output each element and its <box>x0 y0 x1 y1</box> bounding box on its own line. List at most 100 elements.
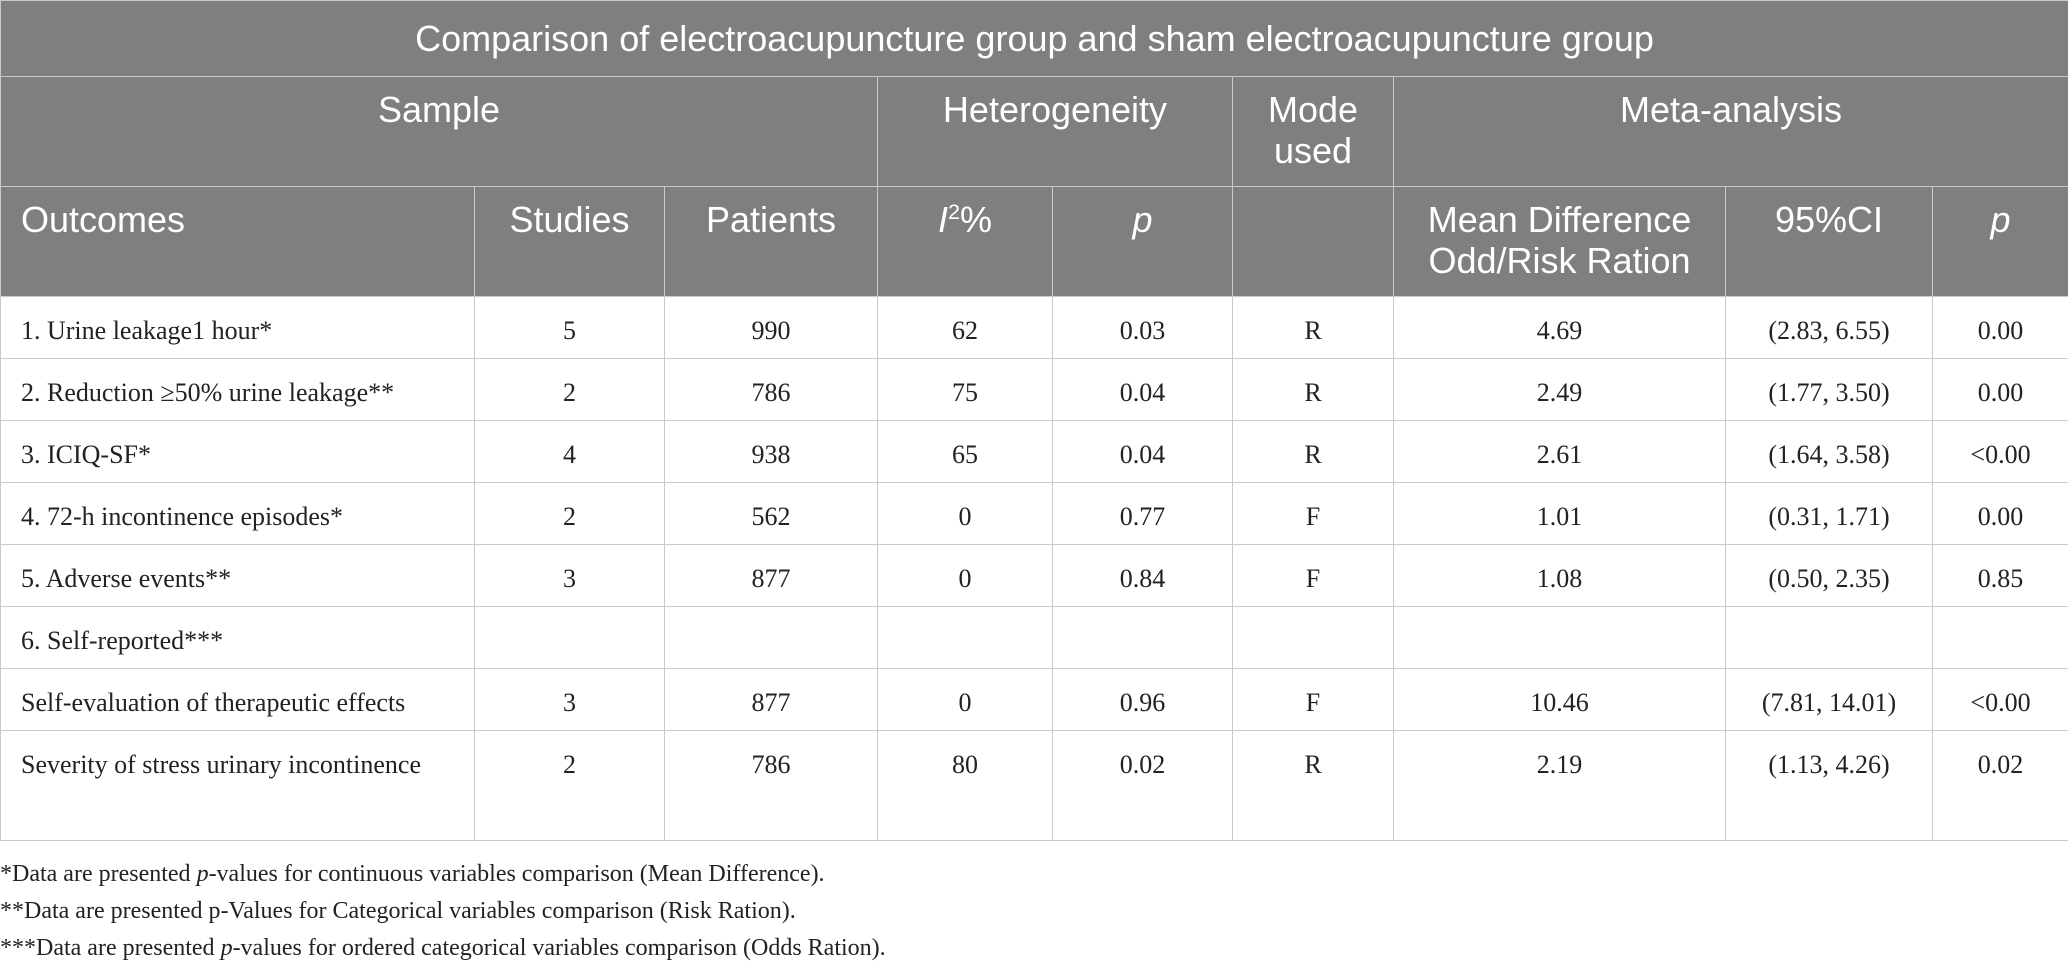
cell-patients: 877 <box>664 544 878 607</box>
cell-outcome: 2. Reduction ≥50% urine leakage** <box>0 358 475 421</box>
cell-i2: 0 <box>877 544 1053 607</box>
cell-het-p <box>1052 606 1233 669</box>
footnote-1-suffix: -values for continuous variables compari… <box>208 861 825 887</box>
table-row: 2. Reduction ≥50% urine leakage** 2 786 … <box>0 358 2068 421</box>
cell-effect: 1.08 <box>1393 544 1726 607</box>
cell-outcome: Self-evaluation of therapeutic effects <box>0 668 475 731</box>
col-header-meta-p: p <box>1932 186 2068 297</box>
cell-i2: 0 <box>877 482 1053 545</box>
cell-studies: 5 <box>474 296 665 359</box>
cell-mode: R <box>1232 420 1394 483</box>
cell-ci: (7.81, 14.01) <box>1725 668 1933 731</box>
cell-mode: F <box>1232 544 1394 607</box>
cell-effect: 4.69 <box>1393 296 1726 359</box>
cell-ci: (1.77, 3.50) <box>1725 358 1933 421</box>
cell-studies: 2 <box>474 730 665 841</box>
cell-effect: 10.46 <box>1393 668 1726 731</box>
cell-ci: (0.31, 1.71) <box>1725 482 1933 545</box>
cell-patients: 938 <box>664 420 878 483</box>
effect-line-2: Odd/Risk Ration <box>1428 240 1691 281</box>
cell-ci: (1.64, 3.58) <box>1725 420 1933 483</box>
cell-mode: R <box>1232 296 1394 359</box>
cell-outcome: 3. ICIQ-SF* <box>0 420 475 483</box>
cell-mode: F <box>1232 482 1394 545</box>
footnote-1-prefix: *Data are presented <box>0 861 197 887</box>
footnotes: *Data are presented p-values for continu… <box>0 856 886 967</box>
cell-effect: 2.61 <box>1393 420 1726 483</box>
cell-i2: 0 <box>877 668 1053 731</box>
group-header-mode-used: Mode used <box>1232 76 1394 187</box>
col-header-effect-size: Mean Difference Odd/Risk Ration <box>1393 186 1726 297</box>
cell-mode <box>1232 606 1394 669</box>
table-row: Self-evaluation of therapeutic effects 3… <box>0 668 2068 731</box>
effect-line-1: Mean Difference <box>1427 199 1692 240</box>
cell-het-p: 0.02 <box>1052 730 1233 841</box>
table-title: Comparison of electroacupuncture group a… <box>0 0 2068 77</box>
col-header-patients: Patients <box>664 186 878 297</box>
col-header-mode <box>1232 186 1394 297</box>
cell-studies: 3 <box>474 668 665 731</box>
cell-studies: 2 <box>474 358 665 421</box>
cell-effect: 1.01 <box>1393 482 1726 545</box>
cell-p <box>1932 606 2068 669</box>
cell-i2: 75 <box>877 358 1053 421</box>
cell-outcome: Severity of stress urinary incontinence <box>0 730 475 841</box>
cell-outcome: 6. Self-reported*** <box>0 606 475 669</box>
cell-ci: (1.13, 4.26) <box>1725 730 1933 841</box>
col-header-outcomes: Outcomes <box>0 186 475 297</box>
i2-percent: % <box>960 199 993 240</box>
cell-i2: 65 <box>877 420 1053 483</box>
table-row: 4. 72-h incontinence episodes* 2 562 0 0… <box>0 482 2068 545</box>
cell-effect: 2.19 <box>1393 730 1726 841</box>
group-header-meta-analysis: Meta-analysis <box>1393 76 2068 187</box>
table-row: 3. ICIQ-SF* 4 938 65 0.04 R 2.61 (1.64, … <box>0 420 2068 483</box>
cell-patients: 877 <box>664 668 878 731</box>
cell-het-p: 0.04 <box>1052 358 1233 421</box>
footnote-3-p: p <box>220 935 233 961</box>
cell-het-p: 0.96 <box>1052 668 1233 731</box>
col-header-i2: I2% <box>877 186 1053 297</box>
cell-effect <box>1393 606 1726 669</box>
col-header-heterogeneity-p: p <box>1052 186 1233 297</box>
cell-studies: 4 <box>474 420 665 483</box>
group-header-heterogeneity: Heterogeneity <box>877 76 1233 187</box>
cell-patients: 990 <box>664 296 878 359</box>
cell-p: 0.85 <box>1932 544 2068 607</box>
cell-studies: 3 <box>474 544 665 607</box>
cell-outcome: 5. Adverse events** <box>0 544 475 607</box>
footnote-1: *Data are presented p-values for continu… <box>0 856 886 893</box>
cell-patients <box>664 606 878 669</box>
cell-patients: 786 <box>664 358 878 421</box>
cell-mode: R <box>1232 358 1394 421</box>
cell-i2: 80 <box>877 730 1053 841</box>
cell-i2: 62 <box>877 296 1053 359</box>
mode-used-line-2: used <box>1273 130 1353 171</box>
cell-p: 0.02 <box>1932 730 2068 841</box>
cell-het-p: 0.77 <box>1052 482 1233 545</box>
cell-p: 0.00 <box>1932 482 2068 545</box>
table-row: 5. Adverse events** 3 877 0 0.84 F 1.08 … <box>0 544 2068 607</box>
cell-ci: (2.83, 6.55) <box>1725 296 1933 359</box>
table-row: 6. Self-reported*** <box>0 606 2068 669</box>
footnote-3-suffix: -values for ordered categorical variable… <box>232 935 886 961</box>
cell-i2 <box>877 606 1053 669</box>
cell-patients: 562 <box>664 482 878 545</box>
i2-superscript: 2 <box>947 199 960 224</box>
cell-mode: F <box>1232 668 1394 731</box>
cell-studies: 2 <box>474 482 665 545</box>
footnote-2: **Data are presented p-Values for Catego… <box>0 898 796 924</box>
cell-het-p: 0.04 <box>1052 420 1233 483</box>
footnote-1-p: p <box>196 861 209 887</box>
cell-p: <0.00 <box>1932 668 2068 731</box>
cell-outcome: 4. 72-h incontinence episodes* <box>0 482 475 545</box>
cell-het-p: 0.03 <box>1052 296 1233 359</box>
meta-p-symbol: p <box>1990 199 2011 240</box>
i2-symbol: I <box>937 199 948 240</box>
meta-analysis-table: Comparison of electroacupuncture group a… <box>0 0 2068 841</box>
cell-studies <box>474 606 665 669</box>
footnote-3-prefix: ***Data are presented <box>0 935 221 961</box>
cell-patients: 786 <box>664 730 878 841</box>
cell-effect: 2.49 <box>1393 358 1726 421</box>
cell-ci <box>1725 606 1933 669</box>
cell-het-p: 0.84 <box>1052 544 1233 607</box>
